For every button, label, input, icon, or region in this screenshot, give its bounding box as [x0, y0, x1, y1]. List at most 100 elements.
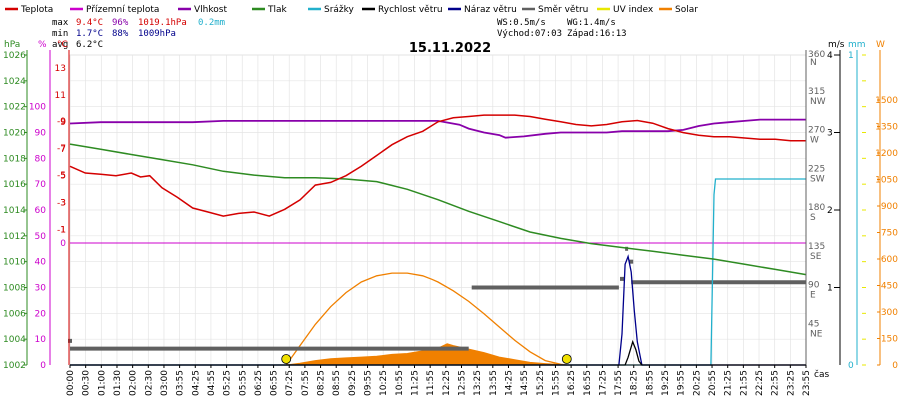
x-tick-label: 13:25 [473, 370, 483, 396]
x-tick-label: 17:25 [598, 370, 608, 396]
hpa-tick-label: 1008 [3, 284, 26, 294]
x-tick-label: 18:25 [630, 370, 640, 396]
dir-tick-label: 225 [808, 164, 825, 174]
x-tick-label: 22:25 [755, 370, 765, 396]
legend-entry: Přízemní teplota [86, 5, 159, 15]
w-tick-label: 1200 [875, 149, 898, 159]
x-tick-label: 16:55 [583, 370, 593, 396]
temp-tick-label: 1 [60, 226, 66, 236]
pct-tick-label: 70 [35, 180, 47, 190]
dir-name-label: NW [810, 97, 826, 107]
x-tick-label: 09:25 [348, 370, 358, 396]
x-tick-label: 10:55 [395, 370, 405, 396]
x-tick-label: 23:55 [802, 370, 812, 396]
info-sunset: Západ:16:13 [567, 29, 627, 39]
pct-tick-label: 80 [35, 154, 47, 164]
x-tick-label: 21:25 [724, 370, 734, 396]
temperature-line [69, 114, 806, 217]
x-tick-label: 08:55 [332, 370, 342, 396]
wind-speed-line [70, 339, 806, 366]
hpa-tick-label: 1004 [3, 335, 26, 345]
hpa-tick-label: 1006 [3, 309, 26, 319]
dir-tick-label: 90 [808, 281, 820, 291]
x-tick-label: 06:25 [254, 370, 264, 396]
dir-name-label: W [810, 136, 819, 146]
pct-tick-label: 90 [35, 129, 47, 139]
w-tick-label: 0 [892, 361, 898, 371]
mm-tick-label: 1 [848, 51, 854, 61]
x-tick-label: 20:55 [708, 370, 718, 396]
x-tick-label: 11:55 [426, 370, 436, 396]
stat-max-temp: 9.4°C [76, 18, 103, 28]
x-tick-label: 22:55 [771, 370, 781, 396]
temp-zero-label: 0 [60, 239, 66, 249]
chart-title: 15.11.2022 [409, 41, 491, 56]
dir-tick-label: 180 [808, 203, 825, 213]
x-tick-label: 20:25 [692, 370, 702, 396]
axis-unit-labels: hPa % °C m/s mm W čas [4, 40, 885, 380]
pct-tick-label: 20 [35, 309, 47, 319]
stat-max-press: 1019.1hPa [138, 18, 187, 28]
info-ws: WS:0.5m/s [497, 18, 546, 28]
w-tick-label: 750 [881, 229, 898, 239]
hpa-tick-label: 1024 [3, 77, 26, 87]
dir-name-label: E [810, 291, 816, 301]
humidity-line [69, 118, 806, 139]
pct-tick-label: 0 [40, 361, 46, 371]
x-tick-label: 18:55 [645, 370, 655, 396]
info-sunrise: Východ:07:03 [497, 29, 562, 39]
hpa-tick-label: 1022 [3, 103, 26, 113]
wind-dir-point [68, 338, 72, 343]
w-tick-label: 150 [881, 335, 898, 345]
x-tick-label: 09:55 [364, 370, 374, 396]
grid [69, 54, 807, 366]
w-tick-label: 450 [881, 282, 898, 292]
temp-tick-label: -5 [57, 171, 66, 181]
hpa-tick-label: 1010 [3, 258, 26, 268]
wind-tick-label: 1 [827, 284, 833, 294]
legend-entry: Solar [675, 5, 698, 15]
unit-mm: mm [848, 40, 866, 50]
x-tick-label: 17:55 [614, 370, 624, 396]
x-tick-label: 04:25 [191, 370, 201, 396]
temp-tick-label: 3 [60, 199, 66, 209]
x-tick-label: 07:55 [301, 370, 311, 396]
temp-tick-label: -3 [57, 198, 66, 208]
hpa-tick-label: 1018 [3, 154, 26, 164]
w-tick-label: 300 [881, 308, 898, 318]
temp-tick-label: 13 [55, 64, 66, 74]
pct-tick-label: 30 [35, 284, 47, 294]
x-tick-label: 21:55 [739, 370, 749, 396]
x-tick-label: 11:25 [411, 370, 421, 396]
unit-hpa: hPa [4, 40, 20, 50]
dir-tick-label: 315 [808, 87, 825, 97]
legend: Teplota Přízemní teplota Vlhkost Tlak Srážky… [5, 5, 698, 15]
wind-tick-label: 2 [827, 206, 833, 216]
legend-entry: Rychlost větru [378, 5, 443, 15]
solar-area [286, 343, 567, 366]
temp-tick-label: 7 [60, 145, 66, 155]
legend-entry: UV index [613, 5, 654, 15]
x-tick-label: 12:55 [457, 370, 467, 396]
x-tick-label: 06:55 [270, 370, 280, 396]
legend-entry: Tlak [267, 5, 288, 15]
dir-tick-label: 135 [808, 242, 825, 252]
x-tick-label: 00:00 [66, 370, 76, 396]
wind-tick-label: 3 [827, 129, 833, 139]
uv-marker [281, 354, 292, 364]
x-tick-label: 08:25 [317, 370, 327, 396]
x-tick-label: 00:30 [82, 370, 92, 396]
stat-min-temp: 1.7°C [76, 29, 103, 39]
stat-avg-label: avg [52, 40, 68, 50]
axes: 1026102410221020101810161014101210101008… [3, 50, 898, 396]
wind-dir-point [620, 276, 624, 281]
wind-gust-line [70, 254, 806, 366]
unit-ms: m/s [828, 40, 845, 50]
x-tick-label: 19:25 [661, 370, 671, 396]
hpa-tick-label: 1012 [3, 232, 26, 242]
x-axis-label: čas [814, 369, 829, 380]
stat-min-label: min [52, 29, 68, 39]
stat-min-press: 1009hPa [138, 29, 176, 39]
x-tick-label: 15:25 [536, 370, 546, 396]
